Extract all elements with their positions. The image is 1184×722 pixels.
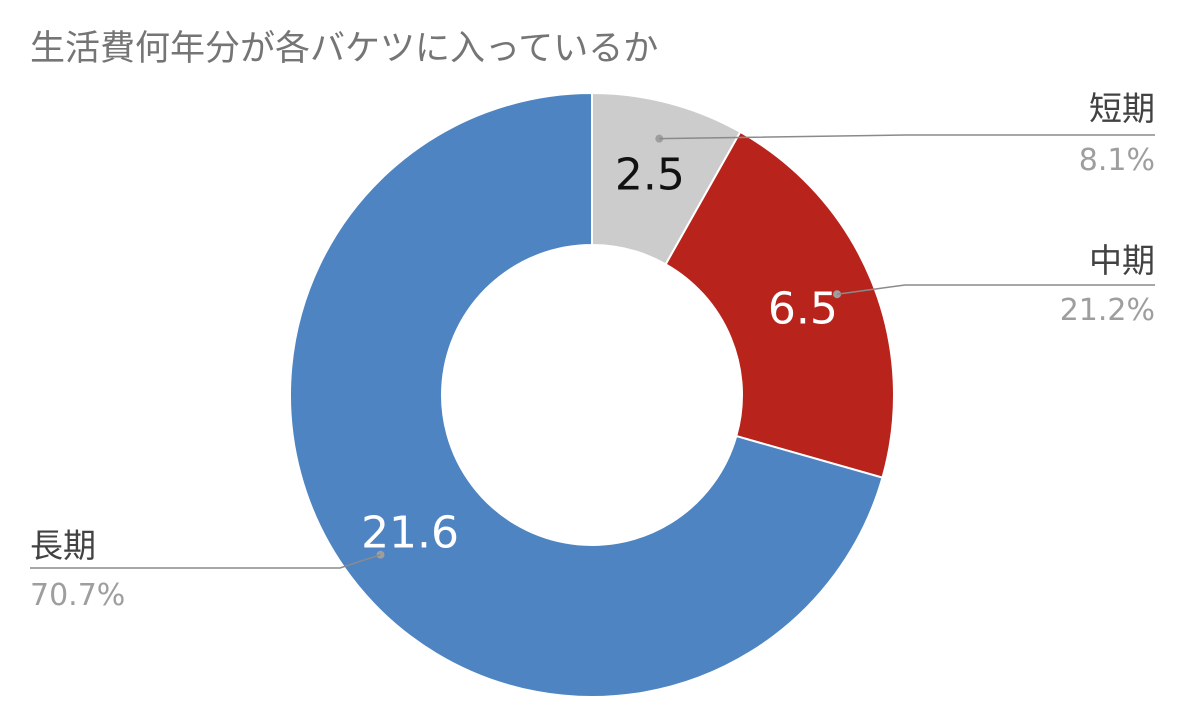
legend-labels-group: 短期 8.1% 中期 21.2% 長期 70.7% — [30, 89, 1155, 613]
legend-name-中期: 中期 — [1089, 241, 1155, 280]
leader-line-中期 — [836, 284, 1155, 295]
leader-lines-group — [30, 134, 1155, 569]
value-labels-group: 2.5 6.5 21.6 — [361, 149, 838, 558]
slice-中期 — [664, 130, 895, 479]
slices-group — [289, 91, 895, 698]
legend-name-短期: 短期 — [1089, 89, 1155, 128]
value-label-短期: 2.5 — [615, 149, 685, 200]
legend-name-長期: 長期 — [30, 526, 96, 565]
value-label-長期: 21.6 — [361, 507, 459, 558]
value-label-中期: 6.5 — [768, 283, 838, 334]
chart-title: 生活費何年分が各バケツに入っているか — [30, 29, 658, 69]
legend-percent-中期: 21.2% — [1060, 293, 1155, 328]
slice-長期 — [289, 91, 884, 698]
leader-line-短期 — [659, 134, 1155, 140]
legend-percent-短期: 8.1% — [1079, 143, 1155, 178]
leader-line-長期 — [30, 553, 381, 569]
legend-percent-長期: 70.7% — [30, 578, 125, 613]
